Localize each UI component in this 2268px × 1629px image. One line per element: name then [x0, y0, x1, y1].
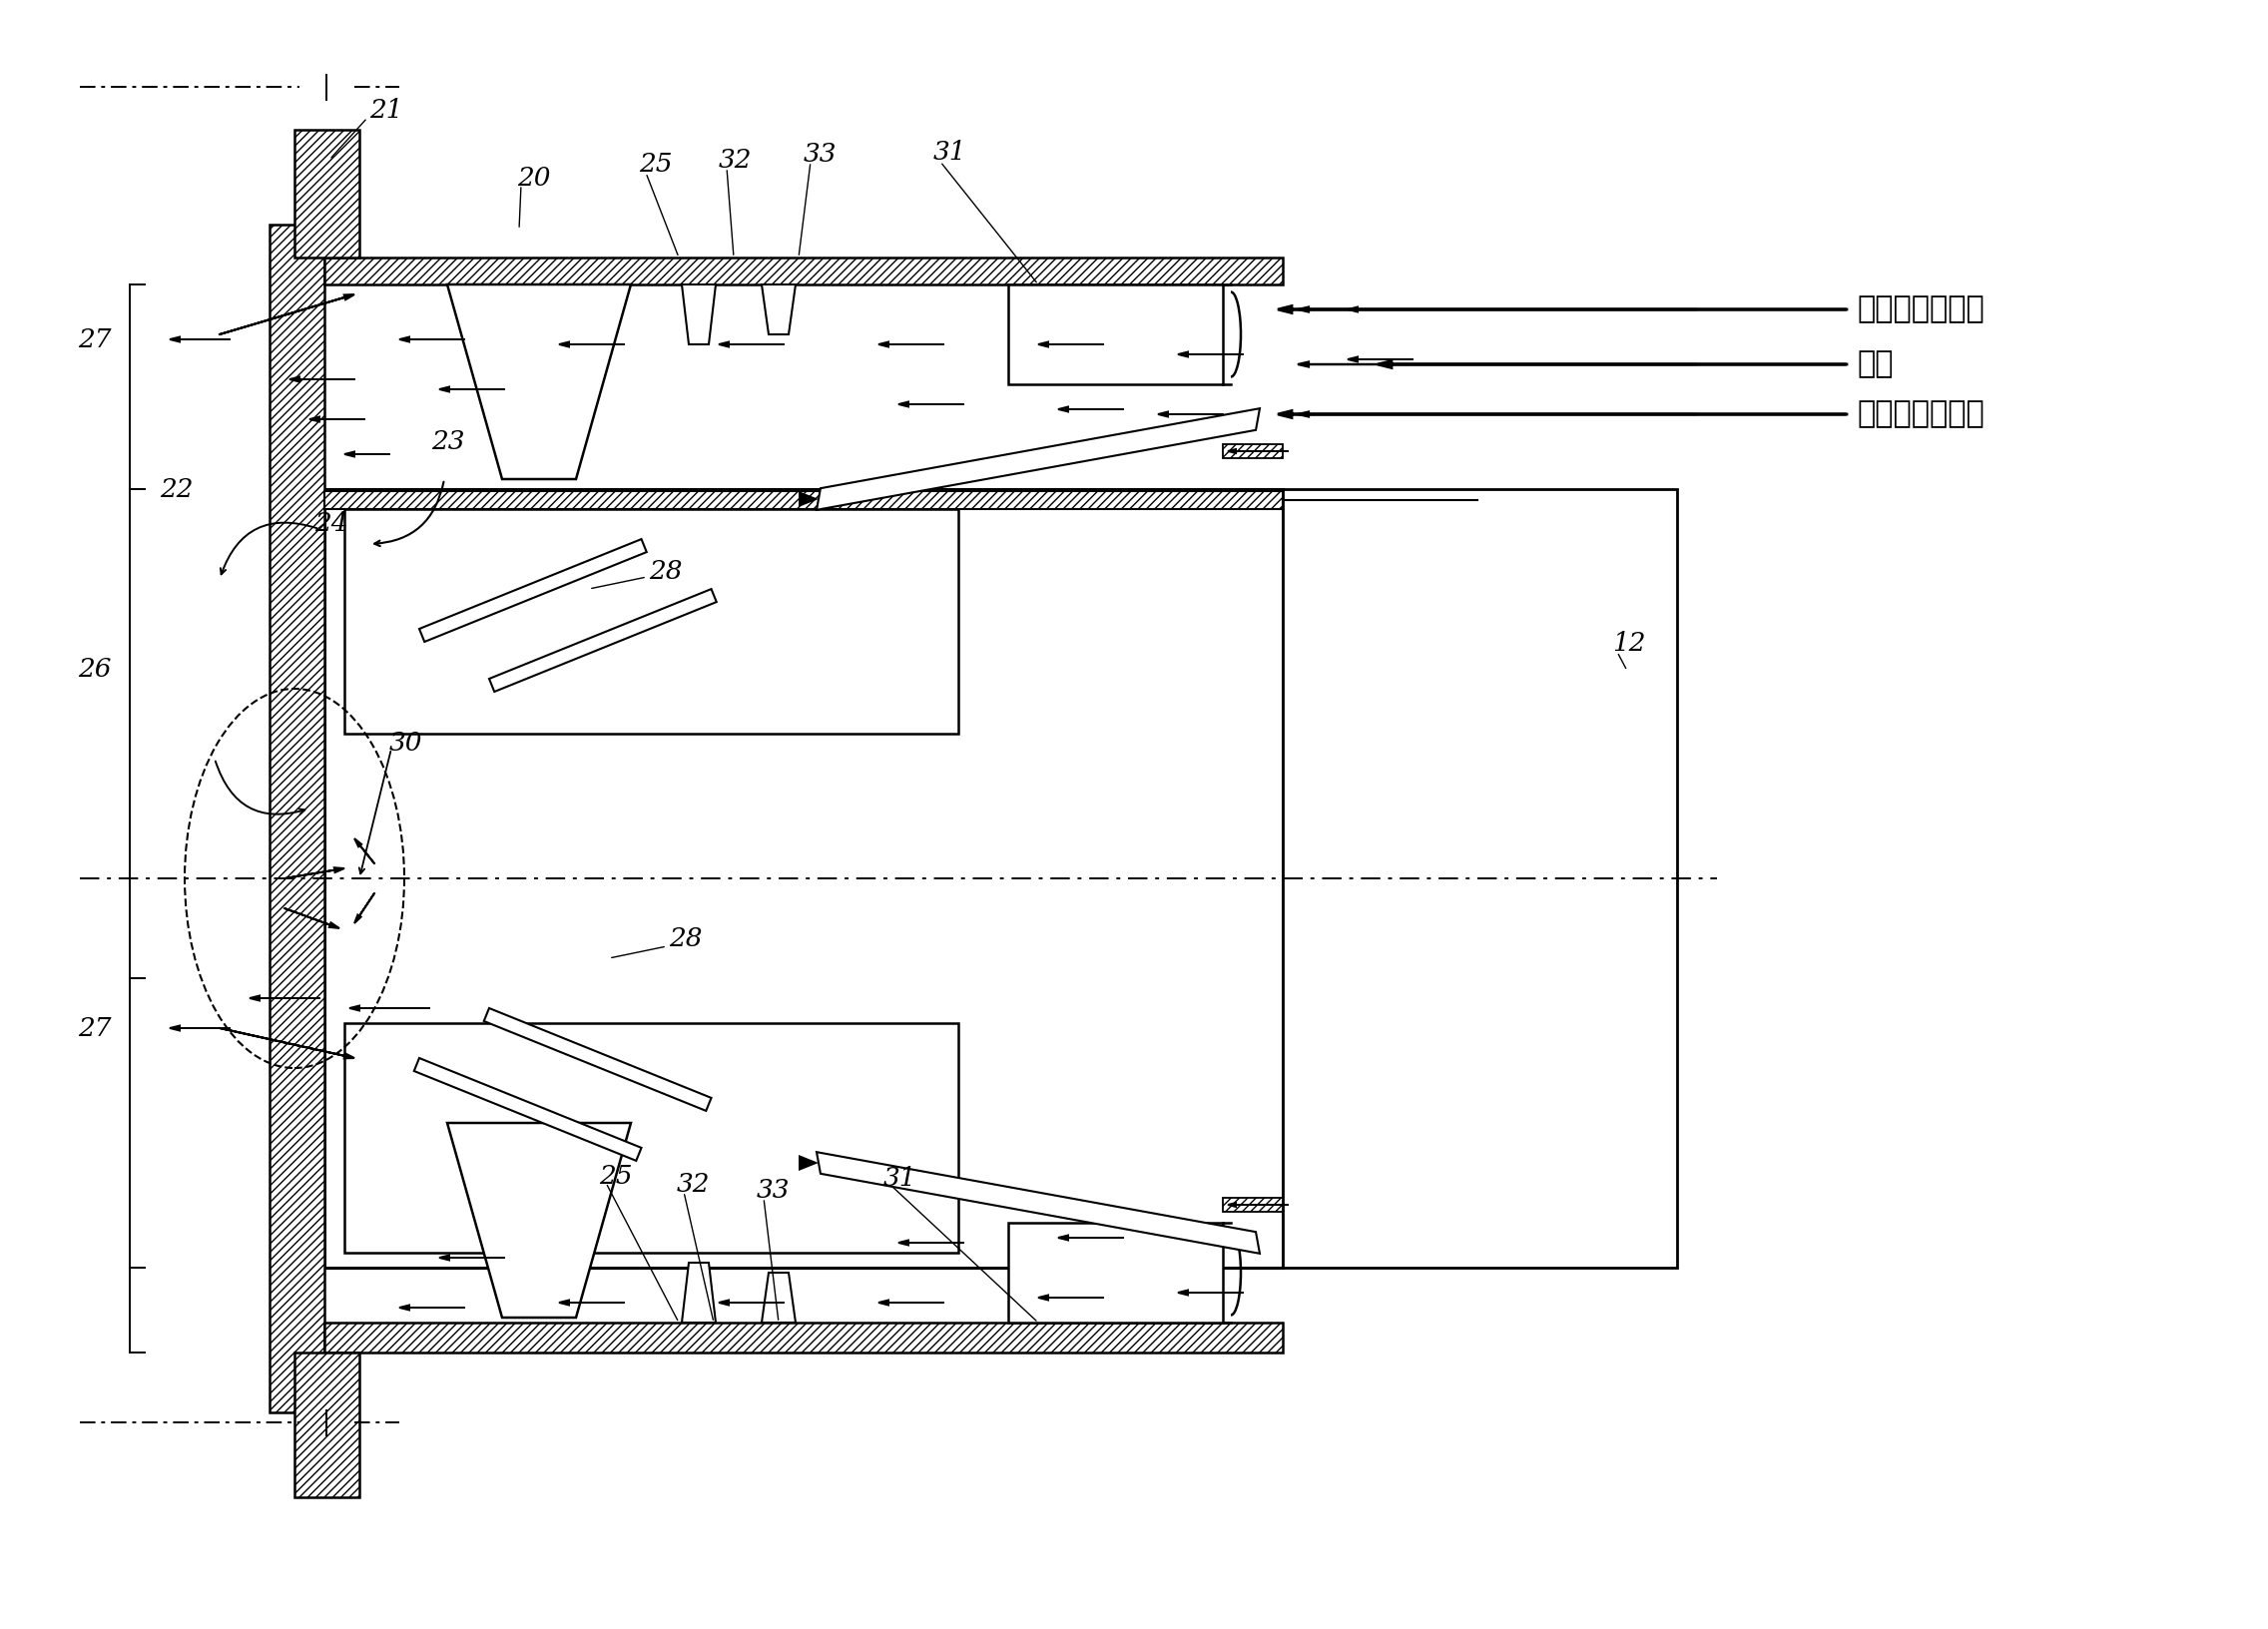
Text: 第一供应的煤粉: 第一供应的煤粉 [1857, 295, 1984, 324]
Polygon shape [483, 1008, 712, 1111]
Polygon shape [683, 1262, 717, 1323]
Text: 33: 33 [758, 1178, 789, 1204]
Text: 32: 32 [676, 1171, 710, 1196]
Text: 20: 20 [517, 165, 551, 191]
FancyArrow shape [878, 342, 943, 347]
FancyArrow shape [284, 868, 345, 878]
FancyArrow shape [349, 1005, 429, 1010]
Polygon shape [816, 1152, 1259, 1253]
FancyArrow shape [440, 1256, 503, 1261]
Text: 30: 30 [390, 730, 422, 756]
FancyArrow shape [1159, 412, 1222, 417]
FancyArrow shape [345, 451, 390, 456]
Text: 33: 33 [803, 142, 837, 168]
Bar [1222, 1197, 1284, 1212]
FancyArrow shape [558, 1300, 624, 1305]
Text: 第二供应的煤粉: 第二供应的煤粉 [1857, 399, 1984, 428]
FancyArrow shape [1059, 407, 1123, 412]
FancyArrow shape [170, 1026, 229, 1031]
Text: 31: 31 [885, 1165, 916, 1191]
Polygon shape [762, 1272, 796, 1323]
Text: 28: 28 [669, 925, 703, 951]
Bar [345, 508, 959, 733]
FancyArrow shape [1059, 1235, 1123, 1240]
FancyArrow shape [1297, 362, 1696, 367]
FancyArrow shape [558, 342, 624, 347]
FancyArrow shape [170, 337, 229, 342]
FancyArrow shape [878, 1300, 943, 1305]
FancyArrow shape [1377, 362, 1846, 368]
Text: 25: 25 [599, 1163, 633, 1188]
Polygon shape [683, 285, 717, 344]
Polygon shape [762, 285, 796, 334]
FancyArrow shape [399, 1305, 465, 1310]
Bar [270, 225, 324, 1412]
FancyArrow shape [719, 1300, 785, 1305]
FancyArrow shape [354, 839, 374, 863]
FancyArrow shape [220, 1028, 354, 1059]
Text: 24: 24 [315, 512, 347, 536]
FancyArrow shape [719, 342, 785, 347]
Text: 21: 21 [370, 98, 404, 122]
FancyArrow shape [249, 995, 320, 1000]
FancyArrow shape [898, 1240, 964, 1245]
Bar [324, 489, 1284, 1267]
FancyArrow shape [1347, 357, 1413, 362]
Bar [1284, 489, 1676, 1267]
FancyArrow shape [284, 909, 340, 929]
FancyArrow shape [308, 417, 365, 422]
Polygon shape [798, 490, 819, 507]
Text: 12: 12 [1613, 632, 1647, 656]
Polygon shape [447, 285, 631, 479]
FancyArrow shape [399, 337, 465, 342]
Polygon shape [420, 539, 646, 642]
Text: 23: 23 [431, 430, 465, 454]
FancyArrow shape [354, 893, 374, 924]
FancyArrow shape [1177, 352, 1243, 357]
Text: 26: 26 [77, 656, 111, 681]
Text: 22: 22 [159, 477, 193, 502]
Polygon shape [447, 1122, 631, 1318]
FancyArrow shape [1277, 411, 1846, 417]
Text: 31: 31 [934, 138, 966, 165]
Text: 32: 32 [719, 147, 753, 173]
Bar [324, 1323, 1284, 1352]
Text: 空气: 空气 [1857, 350, 1894, 380]
FancyArrow shape [898, 402, 964, 407]
Text: 25: 25 [640, 151, 671, 178]
Bar [295, 1352, 358, 1497]
Bar [1009, 1223, 1222, 1323]
FancyArrow shape [1297, 412, 1696, 417]
FancyArrow shape [440, 386, 503, 393]
FancyArrow shape [1177, 1290, 1243, 1295]
Bar [345, 1023, 959, 1253]
Bar [324, 257, 1284, 285]
FancyArrow shape [1039, 1295, 1102, 1300]
FancyArrow shape [1227, 1202, 1288, 1207]
FancyArrow shape [1347, 306, 1413, 311]
Text: 27: 27 [77, 327, 111, 352]
Bar [324, 490, 1284, 508]
Bar [295, 130, 358, 257]
Bar [1009, 285, 1222, 384]
FancyArrow shape [220, 295, 354, 334]
Polygon shape [798, 1155, 819, 1171]
FancyArrow shape [290, 376, 354, 381]
FancyArrow shape [1039, 342, 1102, 347]
Polygon shape [415, 1059, 642, 1161]
FancyArrow shape [1159, 1232, 1222, 1236]
Bar [1222, 445, 1284, 458]
Polygon shape [816, 409, 1259, 510]
FancyArrow shape [1277, 306, 1846, 313]
Text: 28: 28 [649, 559, 683, 583]
FancyArrow shape [1227, 450, 1288, 453]
Text: 27: 27 [77, 1015, 111, 1041]
Polygon shape [490, 590, 717, 692]
FancyArrow shape [1297, 306, 1696, 311]
